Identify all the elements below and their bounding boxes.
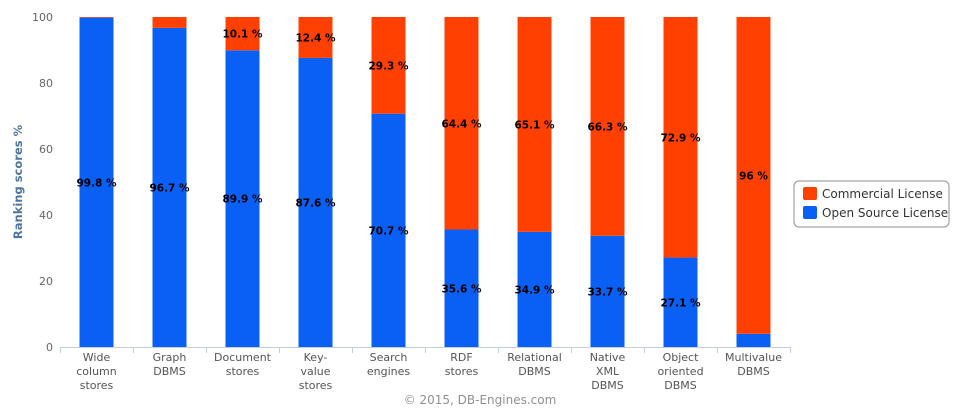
bar-open-source[interactable] bbox=[152, 27, 187, 347]
legend-swatch-commercial bbox=[803, 187, 817, 200]
data-label-commercial: 65.1 % bbox=[514, 119, 555, 131]
category-labels: Wide column stores Graph DBMS Document stores K… bbox=[76, 351, 782, 392]
y-tick-label: 100 bbox=[32, 11, 53, 24]
x-category-label: Multivalue DBMS bbox=[725, 351, 782, 378]
x-category-label: Search engines bbox=[367, 351, 411, 378]
bar-commercial[interactable] bbox=[736, 17, 771, 334]
data-label-commercial: 66.3 % bbox=[587, 121, 628, 133]
bar-commercial[interactable] bbox=[444, 17, 479, 230]
bar-commercial[interactable] bbox=[371, 17, 406, 114]
data-label-open-source: 33.7 % bbox=[587, 286, 628, 298]
legend-box bbox=[793, 180, 950, 228]
legend-item-commercial[interactable]: Commercial License bbox=[803, 187, 943, 201]
bar-open-source[interactable] bbox=[298, 57, 333, 348]
bar-open-source[interactable] bbox=[736, 333, 771, 347]
data-label-commercial: 96 % bbox=[739, 170, 768, 182]
bar-open-source[interactable] bbox=[517, 231, 552, 347]
bar-commercial[interactable] bbox=[298, 17, 333, 58]
data-label-commercial: 10.1 % bbox=[222, 29, 263, 41]
data-label-open-source: 70.7 % bbox=[368, 225, 409, 237]
bar-open-source[interactable] bbox=[444, 229, 479, 347]
x-category-label: Key-value stores bbox=[299, 351, 333, 392]
data-label-open-source: 34.9 % bbox=[514, 284, 555, 296]
y-ticks: 0 20 40 60 80 100 bbox=[32, 11, 53, 354]
bar-commercial[interactable] bbox=[152, 17, 187, 28]
bar-commercial[interactable] bbox=[590, 17, 625, 236]
legend-label-commercial: Commercial License bbox=[822, 187, 943, 201]
data-label-commercial: 29.3 % bbox=[368, 60, 409, 72]
y-tick-label: 60 bbox=[39, 143, 53, 156]
y-tick-label: 40 bbox=[39, 209, 53, 222]
data-label-open-source: 87.6 % bbox=[295, 197, 336, 209]
x-ticks bbox=[60, 347, 791, 353]
bar-open-source[interactable] bbox=[225, 50, 260, 348]
data-label-commercial: 72.9 % bbox=[660, 132, 701, 144]
legend-item-open-source[interactable]: Open Source License bbox=[803, 206, 948, 220]
x-category-label: Object oriented DBMS bbox=[657, 351, 703, 392]
bar-open-source[interactable] bbox=[663, 257, 698, 347]
data-labels: 99.8 % 96.7 % 89.9 % 10.1 % 87.6 % 12.4 % 70.7… bbox=[76, 29, 768, 310]
x-category-label: Document stores bbox=[214, 351, 272, 378]
bar-open-source[interactable] bbox=[79, 17, 114, 347]
x-category-label: Relational DBMS bbox=[507, 351, 562, 378]
x-category-label: Graph DBMS bbox=[153, 351, 187, 378]
data-label-open-source: 35.6 % bbox=[441, 283, 482, 295]
data-label-open-source: 89.9 % bbox=[222, 194, 263, 206]
bars-group bbox=[79, 17, 771, 348]
data-label-open-source: 96.7 % bbox=[149, 182, 190, 194]
data-label-open-source: 27.1 % bbox=[660, 297, 701, 309]
bar-open-source[interactable] bbox=[371, 113, 406, 347]
legend-swatch-open-source bbox=[803, 206, 817, 219]
y-tick-label: 80 bbox=[39, 77, 53, 90]
bar-commercial[interactable] bbox=[517, 17, 552, 232]
credit-text[interactable]: © 2015, DB-Engines.com bbox=[404, 393, 557, 407]
legend: Commercial License Open Source License bbox=[793, 180, 950, 228]
data-label-open-source: 99.8 % bbox=[76, 177, 117, 189]
bar-commercial[interactable] bbox=[225, 17, 260, 51]
y-tick-label: 20 bbox=[39, 275, 53, 288]
bar-commercial[interactable] bbox=[79, 17, 114, 18]
bar-commercial[interactable] bbox=[663, 17, 698, 258]
bar-open-source[interactable] bbox=[590, 235, 625, 347]
data-label-commercial: 64.4 % bbox=[441, 118, 482, 130]
data-label-commercial: 12.4 % bbox=[295, 32, 336, 44]
y-tick-label: 0 bbox=[46, 341, 53, 354]
x-category-label: Native XML DBMS bbox=[590, 351, 626, 392]
y-axis-title: Ranking scores % bbox=[11, 124, 25, 239]
x-category-label: Wide column stores bbox=[76, 351, 117, 392]
legend-label-open-source: Open Source License bbox=[822, 206, 948, 220]
plot-area: 0 20 40 60 80 100 Wide column stores Graph DBMS Do… bbox=[32, 11, 791, 392]
x-category-label: RDF stores bbox=[445, 351, 479, 378]
